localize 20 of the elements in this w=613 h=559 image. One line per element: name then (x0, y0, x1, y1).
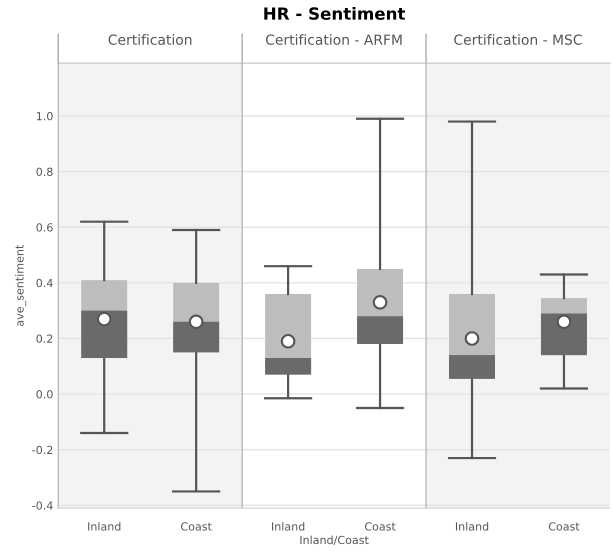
chart-subtitle: Certification (108, 34, 192, 45)
y-tick-label: -0.4 (32, 501, 53, 510)
x-tick-label: Inland (272, 522, 304, 531)
chart-title: HR - Sentiment (264, 6, 406, 20)
x-tick-label: Inland (88, 522, 120, 531)
x-tick-label: Coast (181, 522, 212, 531)
chart-subtitle: Certification - ARFM (266, 34, 402, 45)
x-tick-label: Coast (548, 522, 580, 531)
x-tick-label: Inland (456, 522, 488, 531)
y-tick-label: 0.6 (36, 223, 53, 232)
y-tick-label: 0.4 (36, 278, 53, 288)
y-tick-label: -0.2 (32, 446, 52, 454)
y-tick-label: 0.8 (36, 168, 53, 176)
y-tick-label: 0.2 (36, 334, 52, 343)
chart-subtitle: Certification - MSC (454, 34, 582, 45)
x-axis-title: Inland/Coast (300, 536, 369, 546)
y-tick-label: 1.0 (36, 112, 53, 120)
x-tick-label: Coast (364, 522, 396, 531)
y-axis-title: ave_sentiment (15, 244, 26, 326)
y-tick-label: 0.0 (36, 390, 53, 398)
